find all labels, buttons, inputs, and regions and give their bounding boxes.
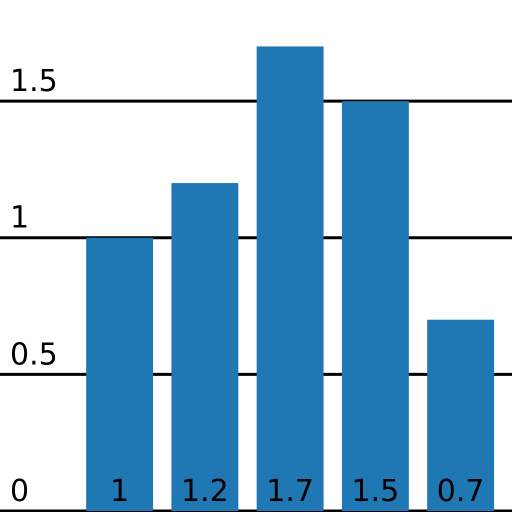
bar: [341, 101, 409, 512]
value-label: 1.5: [352, 474, 400, 509]
value-label: 1.2: [181, 474, 229, 509]
bar: [86, 237, 154, 511]
value-label: 0.7: [437, 474, 485, 509]
bar: [171, 183, 239, 511]
y-tick-label: 1: [10, 201, 29, 236]
y-tick-label: 0.5: [10, 337, 58, 372]
bar: [427, 319, 495, 511]
y-tick-label: 1.5: [10, 64, 58, 99]
y-tick-label: 0: [10, 474, 29, 509]
bar: [256, 46, 324, 512]
value-label: 1: [110, 474, 129, 509]
value-label: 1.7: [266, 474, 314, 509]
